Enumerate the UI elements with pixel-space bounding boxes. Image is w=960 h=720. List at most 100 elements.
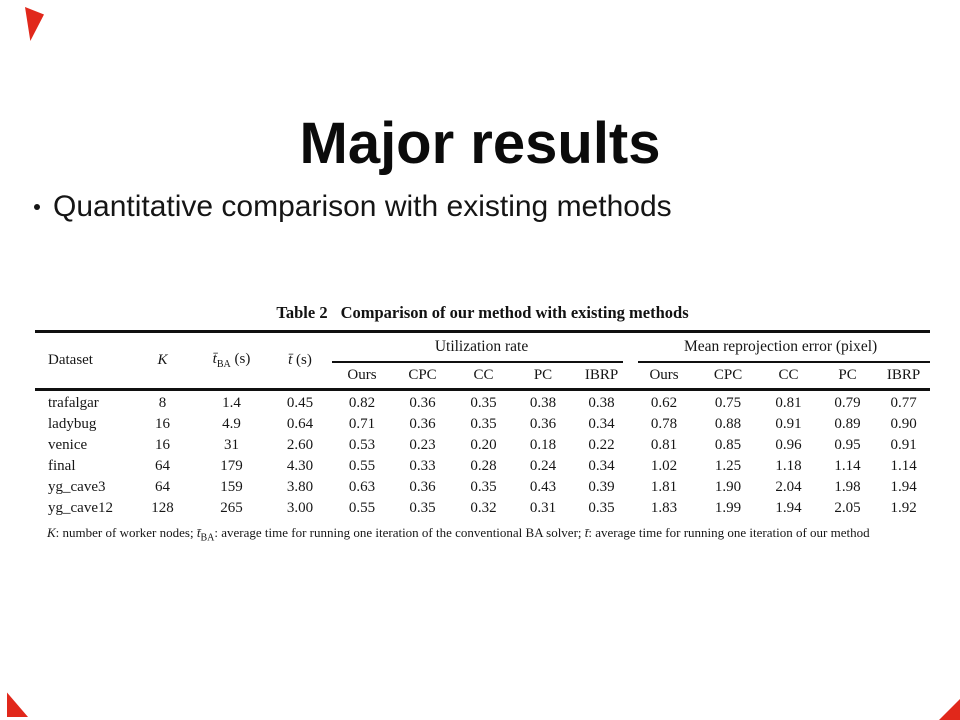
col-header-tba: t̄BA (s) — [195, 331, 268, 391]
table-caption-label: Table 2 — [276, 303, 328, 322]
col-group-utilization-rate: Utilization rate — [332, 332, 631, 363]
cell-value: 159 — [220, 479, 243, 495]
cell-value: 8 — [158, 395, 167, 411]
cell-value: 0.20 — [470, 437, 497, 453]
bullet-dot — [34, 204, 40, 210]
cell-value: 0.63 — [348, 479, 376, 495]
group-header-row: Dataset K t̄BA (s) t̄ (s) Utilization ra… — [35, 331, 931, 391]
cell-value: 2.05 — [834, 500, 861, 516]
cell-value: 4.30 — [286, 458, 314, 474]
cell-value: 0.31 — [529, 500, 557, 516]
cell-value: 0.89 — [834, 416, 861, 432]
cell-value: 0.88 — [714, 416, 742, 432]
col-subheader-err-ours: Ours — [631, 363, 698, 391]
tba-symbol: t̄ — [212, 351, 217, 367]
cell-value: 1.14 — [834, 458, 861, 474]
cell-value: 0.91 — [775, 416, 802, 432]
cell-value: 64 — [155, 479, 170, 495]
cell-value: 0.33 — [409, 458, 436, 474]
cell-value: 0.79 — [834, 395, 861, 411]
col-header-k: K — [130, 331, 195, 391]
cell-value: 0.35 — [470, 479, 497, 495]
comparison-table: Dataset K t̄BA (s) t̄ (s) Utilization ra… — [35, 330, 931, 520]
table-row: ladybug 16 4.9 0.64 0.71 0.36 0.35 0.36 0.34 0.78… — [35, 414, 930, 435]
footnote-tba-subscript: BA — [200, 532, 215, 544]
cell-value: 1.4 — [222, 395, 241, 411]
cell-value: 16 — [155, 416, 170, 432]
cell-value: 0.23 — [409, 437, 436, 453]
col-header-dataset: Dataset — [35, 331, 130, 391]
cell-value: 31 — [224, 437, 239, 453]
tba-subscript: BA — [216, 359, 231, 370]
cell-value: 0.81 — [775, 395, 802, 411]
cmidrule-error — [638, 361, 931, 363]
footnote-seg3: : average time for running one iteration… — [588, 525, 870, 540]
cell-dataset: ladybug — [48, 416, 97, 432]
cell-dataset: yg_cave3 — [48, 479, 106, 495]
t-symbol: t̄ — [288, 352, 293, 368]
cell-value: 1.92 — [890, 500, 917, 516]
cell-value: 2.04 — [775, 479, 802, 495]
cell-value: 0.32 — [470, 500, 497, 516]
cell-value: 0.53 — [348, 437, 376, 453]
bullet-text: Quantitative comparison with existing me… — [53, 190, 672, 223]
cell-value: 0.35 — [470, 395, 497, 411]
cell-value: 0.62 — [650, 395, 678, 411]
cell-value: 0.34 — [588, 458, 615, 474]
cell-value: 0.39 — [588, 479, 615, 495]
col-subheader-util-cc: CC — [453, 363, 514, 391]
table-header: Dataset K t̄BA (s) t̄ (s) Utilization ra… — [35, 331, 931, 391]
col-subheader-err-cpc: CPC — [697, 363, 760, 391]
cell-value: 4.9 — [222, 416, 241, 432]
col-header-t: t̄ (s) — [268, 331, 332, 391]
cell-value: 1.14 — [890, 458, 917, 474]
cell-value: 2.60 — [286, 437, 314, 453]
cell-value: 0.71 — [348, 416, 376, 432]
cell-value: 0.43 — [529, 479, 557, 495]
cell-value: 0.45 — [286, 395, 314, 411]
cell-value: 0.90 — [890, 416, 917, 432]
cell-value: 0.95 — [834, 437, 861, 453]
cell-value: 0.85 — [714, 437, 742, 453]
table-body: trafalgar 8 1.4 0.45 0.82 0.36 0.35 0.38 0.38 0.6… — [35, 390, 930, 520]
cell-value: 0.34 — [588, 416, 615, 432]
cell-value: 0.91 — [890, 437, 917, 453]
table-row: venice 16 31 2.60 0.53 0.23 0.20 0.18 0.22 0.81 0.… — [35, 435, 930, 456]
cell-value: 0.36 — [409, 479, 436, 495]
cell-value: 0.96 — [775, 437, 802, 453]
cell-value: 0.64 — [286, 416, 314, 432]
col-subheader-util-ours: Ours — [332, 363, 392, 391]
cell-value: 1.83 — [650, 500, 678, 516]
cell-value: 1.18 — [775, 458, 802, 474]
cell-dataset: final — [48, 458, 76, 474]
corner-mark-bottom-left-icon — [7, 692, 28, 717]
utilization-rate-label: Utilization rate — [434, 338, 529, 355]
cell-value: 3.80 — [286, 479, 314, 495]
cell-value: 0.36 — [409, 395, 436, 411]
reprojection-error-label: Mean reprojection error (pixel) — [683, 338, 878, 355]
slide-title: Major results — [299, 110, 661, 176]
footnote-seg2: : average time for running one iteration… — [214, 525, 585, 540]
cell-value: 0.38 — [529, 395, 557, 411]
cell-value: 1.25 — [714, 458, 742, 474]
col-subheader-err-pc: PC — [818, 363, 878, 391]
cell-value: 0.55 — [348, 500, 376, 516]
cell-dataset: venice — [48, 437, 88, 453]
table-row: trafalgar 8 1.4 0.45 0.82 0.36 0.35 0.38 0.38 0.6… — [35, 390, 930, 415]
footnote-seg1: : number of worker nodes; — [55, 525, 197, 540]
cell-value: 0.36 — [529, 416, 557, 432]
cell-value: 16 — [155, 437, 170, 453]
t-unit: (s) — [292, 352, 312, 368]
cell-value: 0.18 — [529, 437, 557, 453]
cell-value: 1.90 — [714, 479, 742, 495]
cell-value: 1.99 — [714, 500, 742, 516]
cell-dataset: trafalgar — [48, 395, 99, 411]
cell-value: 0.81 — [650, 437, 678, 453]
col-group-reprojection-error: Mean reprojection error (pixel) — [631, 332, 931, 363]
cell-value: 0.24 — [529, 458, 557, 474]
col-subheader-util-pc: PC — [514, 363, 572, 391]
footnote-k-symbol: K — [47, 525, 56, 540]
cell-value: 0.78 — [650, 416, 678, 432]
col-subheader-util-cpc: CPC — [392, 363, 453, 391]
